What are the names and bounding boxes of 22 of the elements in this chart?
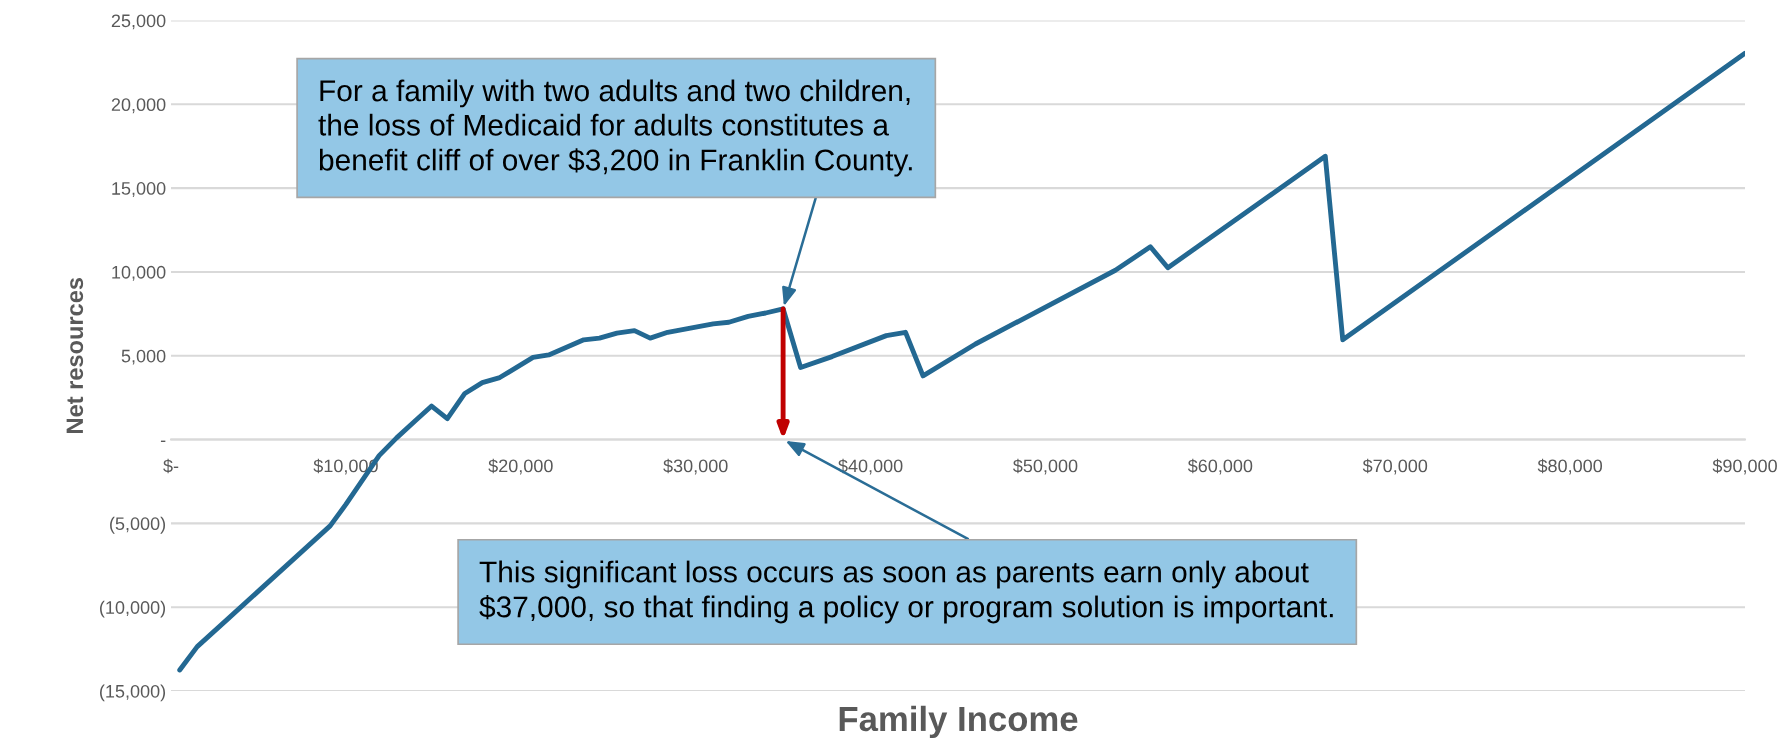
y-axis-title: Net resources — [66, 277, 84, 433]
x-tick-label: $- — [163, 458, 179, 474]
annotation: For a family with two adults and two children, the loss of Medicaid for adults constitutes a benefit cliff of over $3,200 in Franklin County. — [318, 79, 912, 177]
y-tick-label: (10,000) — [100, 600, 166, 618]
y-tick-label: 15,000 — [112, 182, 166, 197]
x-tick-label: $90,000 — [1712, 458, 1777, 475]
y-tick-label: - — [160, 440, 166, 443]
y-tick-label: 25,000 — [111, 14, 166, 30]
x-axis-title: Family Income — [839, 705, 1078, 739]
x-tick-label: $70,000 — [1362, 458, 1428, 475]
y-tick-label: 20,000 — [111, 98, 166, 114]
x-tick-label: $50,000 — [1013, 458, 1078, 475]
x-tick-label: $60,000 — [1187, 458, 1253, 475]
x-tick-label: $30,000 — [663, 458, 728, 475]
y-tick-label: (15,000) — [100, 684, 166, 702]
x-tick-label: $80,000 — [1537, 458, 1603, 475]
annotation: This significant loss occurs as soon as parents earn only about $37,000, so that finding a policy or program solution is important. — [479, 560, 1333, 624]
y-tick-label: (5,000) — [110, 516, 166, 534]
y-tick-label: 5,000 — [121, 349, 166, 365]
x-tick-label: $20,000 — [488, 458, 553, 475]
x-tick-label: $40,000 — [838, 458, 903, 475]
y-tick-label: 10,000 — [112, 265, 166, 281]
